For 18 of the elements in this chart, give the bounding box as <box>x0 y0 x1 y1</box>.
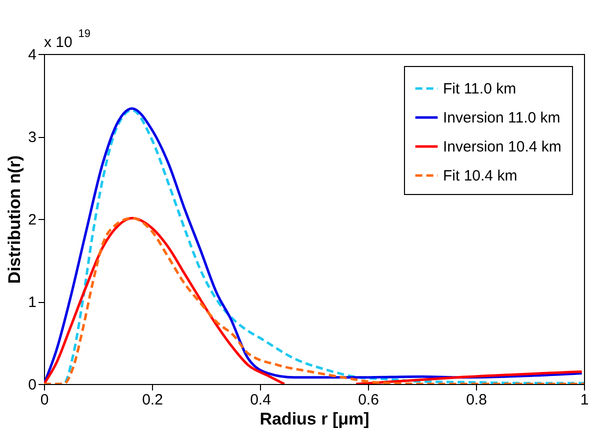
x-tick-label: 0.4 <box>250 392 271 408</box>
legend-label: Fit 11.0 km <box>443 80 516 98</box>
y-tick-label: 1 <box>28 294 36 311</box>
x-tick-label: 0.6 <box>358 392 379 408</box>
legend-label: Inversion 10.4 km <box>443 138 562 156</box>
x-axis-title: Radius r [μm] <box>260 410 370 428</box>
y-tick-label: 4 <box>28 46 36 64</box>
y-tick-label: 0 <box>28 376 36 394</box>
x-tick-label: 0.8 <box>466 392 487 408</box>
legend-label: Fit 10.4 km <box>443 168 518 184</box>
y-tick-label: 3 <box>28 129 36 146</box>
text: x 1019 <box>44 28 90 51</box>
x-tick-label: 0.2 <box>142 392 163 408</box>
y-tick-label: 2 <box>28 212 36 228</box>
y-axis-title: Distribution n(r) <box>5 155 24 284</box>
legend-label: Inversion 11.0 km <box>443 110 560 126</box>
x-tick-label: 0 <box>40 392 49 408</box>
x-tick-label: 1 <box>580 392 589 408</box>
